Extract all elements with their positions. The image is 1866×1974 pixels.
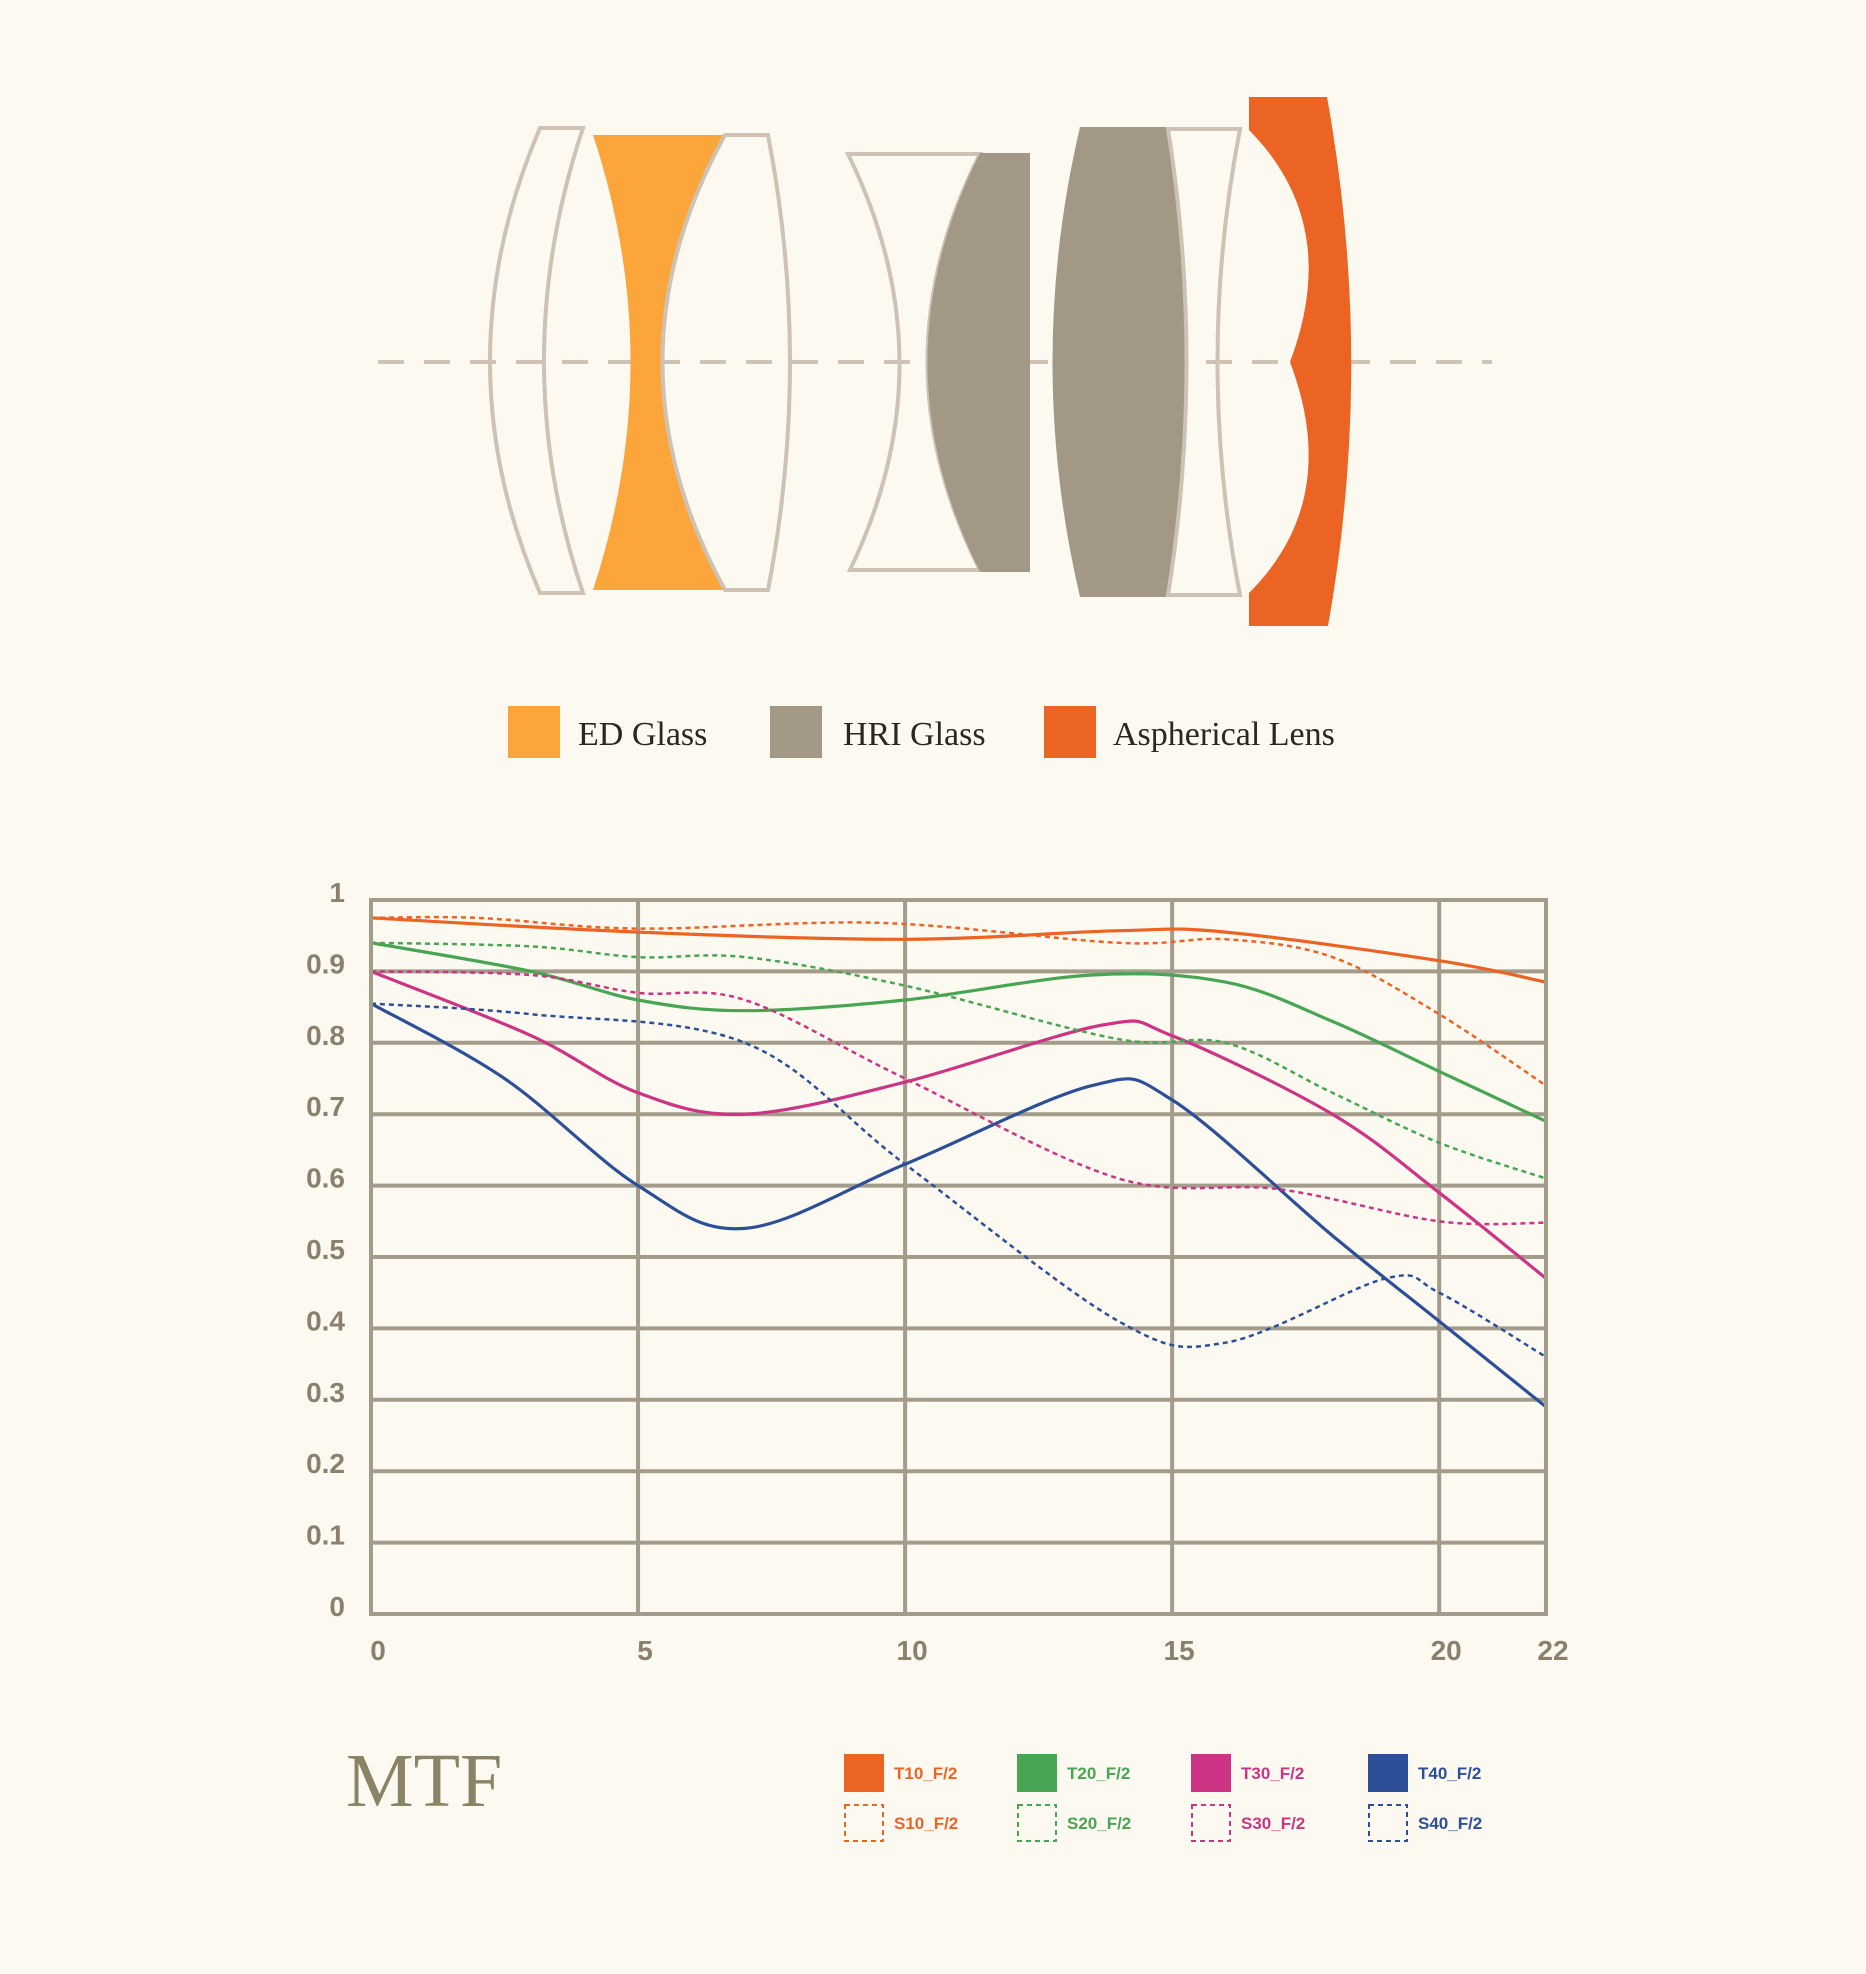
lens-legend: ED Glass HRI Glass Aspherical Lens xyxy=(508,706,1335,758)
lens-element-hri-glass-2 xyxy=(1052,127,1187,597)
series-legend-swatch xyxy=(1368,1804,1408,1842)
series-legend-label: S10_F/2 xyxy=(894,1814,958,1833)
series-legend-label: S30_F/2 xyxy=(1241,1814,1305,1833)
chart-series xyxy=(370,915,1548,1409)
legend-item-aspherical-lens: Aspherical Lens xyxy=(1044,706,1335,758)
y-tick-label: 0.6 xyxy=(306,1163,345,1194)
x-tick-label: 20 xyxy=(1431,1635,1462,1666)
series-legend-item-s40-f-2: S40_F/2 xyxy=(1368,1804,1482,1842)
chart-ticks: 00.10.20.30.40.50.60.70.80.910 5 10 15 20 22 xyxy=(306,877,1569,1666)
series-legend-swatch xyxy=(1368,1754,1408,1792)
series-line-t10-f-2 xyxy=(370,916,1547,984)
plot-frame xyxy=(369,898,1548,1616)
series-legend-swatch xyxy=(844,1804,884,1842)
series-legend-item-s30-f-2: S30_F/2 xyxy=(1191,1804,1305,1842)
legend-swatch-hri-glass xyxy=(770,706,822,758)
series-legend-item-t30-f-2: T30_F/2 xyxy=(1191,1754,1304,1792)
series-legend-label: S20_F/2 xyxy=(1067,1814,1131,1833)
y-tick-label: 0.1 xyxy=(306,1520,345,1551)
y-tick-label: 0.3 xyxy=(306,1377,345,1408)
legend-item-ed-glass: ED Glass xyxy=(508,706,707,758)
series-line-t40-f-2 xyxy=(370,1002,1547,1409)
series-legend-item-s10-f-2: S10_F/2 xyxy=(844,1804,958,1842)
series-legend-swatch xyxy=(1191,1754,1231,1792)
y-tick-label: 0.8 xyxy=(306,1020,345,1051)
x-tick-label: 10 xyxy=(897,1635,928,1666)
legend-label-hri-glass: HRI Glass xyxy=(843,716,986,753)
x-tick-label: 0 xyxy=(370,1635,386,1666)
series-line-t30-f-2 xyxy=(370,969,1548,1280)
series-legend-item-t20-f-2: T20_F/2 xyxy=(1017,1754,1130,1792)
legend-label-aspherical-lens: Aspherical Lens xyxy=(1113,716,1335,753)
y-tick-label: 0.7 xyxy=(306,1091,345,1122)
series-line-s40-f-2 xyxy=(370,1002,1547,1359)
series-legend-item-t10-f-2: T10_F/2 xyxy=(844,1754,957,1792)
lens-element-ed-glass xyxy=(593,135,725,590)
series-legend-label: T30_F/2 xyxy=(1241,1764,1304,1783)
series-legend-label: T40_F/2 xyxy=(1418,1764,1481,1783)
chart-grid xyxy=(369,898,1548,1616)
series-legend-swatch xyxy=(1017,1754,1057,1792)
lens-element-aspherical xyxy=(1249,97,1352,626)
lens-element-3 xyxy=(660,133,792,592)
series-legend-swatch xyxy=(844,1754,884,1792)
mtf-chart: 00.10.20.30.40.50.60.70.80.910 5 10 15 20 22 xyxy=(306,877,1569,1666)
x-tick-label: 5 xyxy=(637,1635,653,1666)
series-legend-label: T20_F/2 xyxy=(1067,1764,1130,1783)
series-legend-label: S40_F/2 xyxy=(1418,1814,1482,1833)
legend-swatch-ed-glass xyxy=(508,706,560,758)
series-line-s10-f-2 xyxy=(370,915,1547,1087)
lens-element-hri-glass-1 xyxy=(927,153,1030,572)
chart-title: MTF xyxy=(346,1739,502,1823)
series-legend-item-t40-f-2: T40_F/2 xyxy=(1368,1754,1481,1792)
series-legend-item-s20-f-2: S20_F/2 xyxy=(1017,1804,1131,1842)
series-legend-swatch xyxy=(1191,1804,1231,1842)
lens-element-7 xyxy=(1165,127,1243,597)
legend-item-hri-glass: HRI Glass xyxy=(770,706,986,758)
lens-diagram xyxy=(378,97,1492,626)
series-legend: T10_F/2 T20_F/2 T30_F/2 T40_F/2 S10_F/2 S20_F… xyxy=(844,1754,1482,1842)
y-tick-label: 0.9 xyxy=(306,948,345,979)
y-tick-label: 0.4 xyxy=(306,1305,345,1336)
y-tick-label: 1 xyxy=(329,877,345,908)
y-tick-label: 0.5 xyxy=(306,1234,345,1265)
legend-label-ed-glass: ED Glass xyxy=(578,716,707,753)
x-tick-label: 15 xyxy=(1164,1635,1195,1666)
legend-swatch-aspherical-lens xyxy=(1044,706,1096,758)
series-line-s30-f-2 xyxy=(370,970,1547,1226)
x-tick-label: 22 xyxy=(1537,1635,1568,1666)
y-tick-label: 0 xyxy=(329,1591,345,1622)
lens-element-1 xyxy=(488,126,586,595)
series-line-s20-f-2 xyxy=(370,941,1547,1180)
y-tick-label: 0.2 xyxy=(306,1448,345,1479)
series-legend-swatch xyxy=(1017,1804,1057,1842)
series-legend-label: T10_F/2 xyxy=(894,1764,957,1783)
series-line-t20-f-2 xyxy=(370,941,1547,1123)
